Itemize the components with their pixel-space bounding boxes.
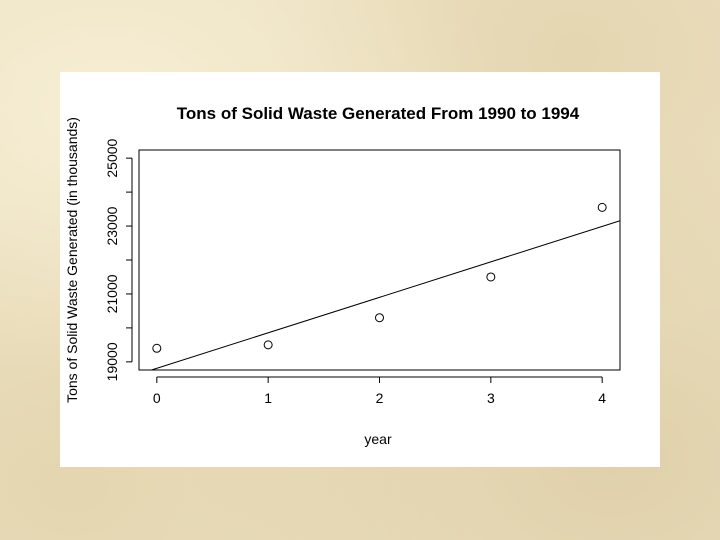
x-axis: 0 1 2 3 4	[153, 376, 606, 406]
data-point	[486, 272, 496, 282]
y-tick-label: 25000	[104, 138, 120, 177]
scatter-chart: Tons of Solid Waste Generated From 1990 …	[64, 104, 621, 447]
x-axis-label: year	[364, 431, 392, 447]
data-point	[597, 202, 607, 212]
data-points	[152, 202, 607, 353]
data-point	[152, 343, 162, 353]
plot-frame	[138, 149, 621, 371]
plot-panel: Tons of Solid Waste Generated From 1990 …	[60, 72, 660, 467]
x-tick-label: 3	[487, 390, 495, 406]
regression-line	[151, 220, 621, 371]
y-tick-label: 21000	[104, 274, 120, 313]
x-tick-label: 0	[153, 390, 161, 406]
y-axis: 19000 21000 23000 25000	[104, 138, 133, 381]
x-tick-label: 4	[598, 390, 606, 406]
y-axis-label: Tons of Solid Waste Generated (in thousa…	[64, 117, 80, 403]
y-tick-label: 19000	[104, 342, 120, 381]
chart-title: Tons of Solid Waste Generated From 1990 …	[177, 104, 580, 123]
regression-line-group	[151, 220, 621, 371]
data-point	[263, 340, 273, 350]
data-point	[375, 313, 384, 323]
x-tick-label: 2	[376, 390, 384, 406]
x-tick-label: 1	[264, 390, 272, 406]
y-tick-label: 23000	[104, 206, 120, 245]
